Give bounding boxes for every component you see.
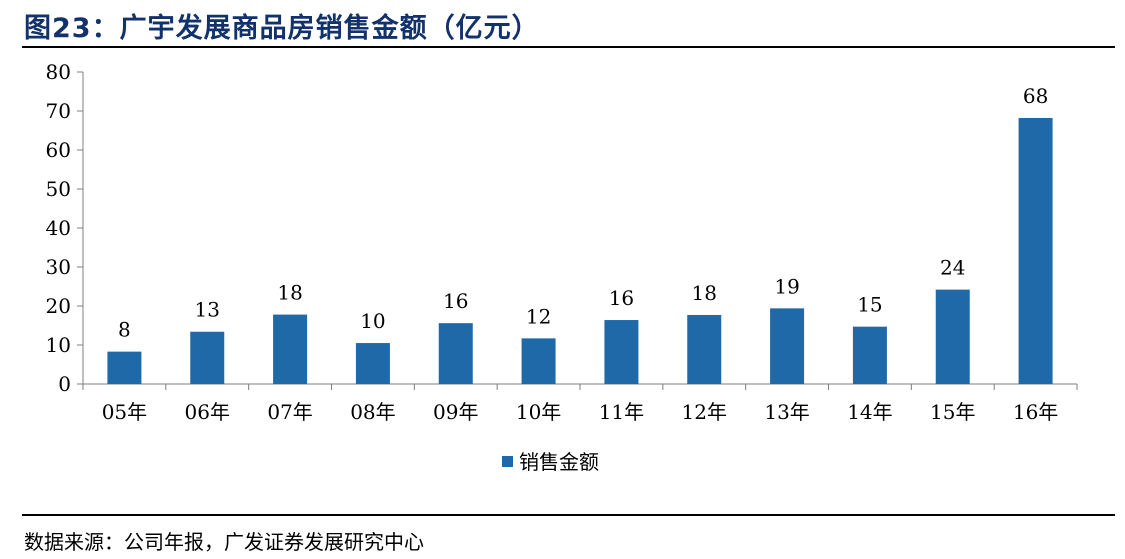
y-tick-label: 20 [46, 294, 71, 318]
x-tick-label: 16年 [1013, 400, 1058, 424]
y-tick-label: 10 [46, 333, 71, 357]
bar [273, 314, 308, 384]
bar-value-label: 13 [195, 298, 220, 322]
bar [438, 323, 473, 384]
bar-value-label: 10 [360, 309, 385, 333]
x-tick-label: 08年 [350, 400, 395, 424]
y-tick-label: 70 [46, 99, 71, 123]
bar [770, 308, 805, 384]
bar [521, 338, 556, 384]
x-tick-label: 13年 [764, 400, 809, 424]
bar-value-label: 24 [940, 256, 965, 280]
bar-value-label: 12 [526, 304, 551, 328]
bar-value-label: 68 [1023, 84, 1048, 108]
y-tick-label: 30 [46, 255, 71, 279]
x-tick-label: 07年 [267, 400, 312, 424]
figure-title: 图23：广宇发展商品房销售金额（亿元） [24, 13, 540, 44]
x-tick-label: 11年 [599, 400, 644, 424]
bar-value-label: 16 [609, 286, 634, 310]
y-tick-label: 40 [46, 216, 71, 240]
source-divider [22, 514, 1115, 516]
y-tick-label: 0 [58, 372, 71, 396]
bar [1018, 118, 1053, 385]
x-tick-label: 05年 [102, 400, 147, 424]
x-tick-label: 12年 [682, 400, 727, 424]
legend-swatch [502, 456, 513, 467]
legend-label: 销售金额 [519, 450, 599, 474]
y-axis: 0 10 20 30 40 50 60 70 80 [46, 60, 84, 396]
x-tick-label: 14年 [847, 400, 892, 424]
bar [852, 326, 887, 384]
bar-value-label: 15 [857, 293, 882, 317]
bar-value-label: 18 [277, 281, 302, 305]
bar [935, 289, 970, 384]
bar-value-label: 8 [118, 318, 131, 342]
bar [687, 314, 722, 384]
bar [107, 351, 142, 384]
x-tick-label: 06年 [185, 400, 230, 424]
bar-value-label: 18 [692, 281, 717, 305]
x-tick-label: 09年 [433, 400, 478, 424]
source-note: 数据来源：公司年报，广发证券发展研究中心 [24, 530, 424, 554]
legend: 销售金额 [502, 450, 599, 474]
x-tick-label: 15年 [930, 400, 975, 424]
title-divider [22, 46, 1115, 48]
bar-series: 8 13 18 10 16 12 16 18 19 15 24 68 [107, 84, 1053, 385]
bar [355, 343, 390, 384]
bar-chart: 0 10 20 30 40 50 60 70 80 05年 06年 07年 08年 09年 10年 11年 1… [46, 60, 1078, 474]
y-tick-label: 80 [46, 60, 71, 84]
y-tick-label: 50 [46, 177, 71, 201]
x-axis: 05年 06年 07年 08年 09年 10年 11年 12年 13年 14年 15年 16年 [82, 383, 1078, 424]
y-tick-label: 60 [46, 138, 71, 162]
bar-value-label: 19 [774, 274, 799, 298]
bar [604, 320, 639, 384]
x-tick-label: 10年 [516, 400, 561, 424]
bar-value-label: 16 [443, 289, 468, 313]
bar [190, 331, 225, 384]
